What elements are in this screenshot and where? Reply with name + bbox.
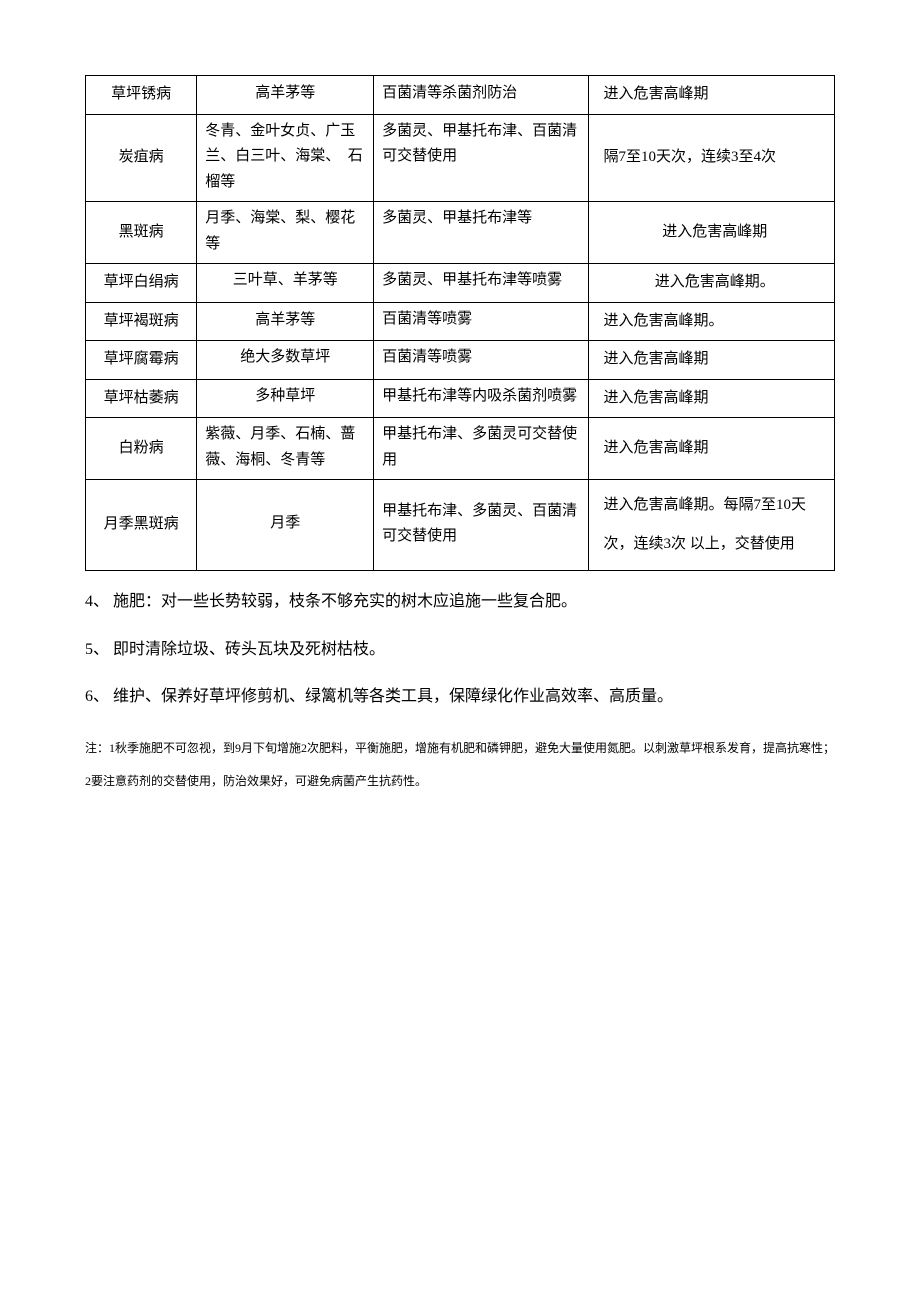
disease-name-cell: 草坪枯萎病 xyxy=(86,379,197,418)
remark-cell: 进入危害高峰期 xyxy=(589,202,835,264)
treatment-cell: 甲基托布津等内吸杀菌剂喷雾 xyxy=(374,379,589,418)
table-row: 草坪锈病高羊茅等百菌清等杀菌剂防治进入危害高峰期 xyxy=(86,76,835,115)
host-plant-cell: 三叶草、羊茅等 xyxy=(197,264,374,303)
remark-cell: 隔7至10天次，连续3至4次 xyxy=(589,114,835,202)
host-plant-cell: 紫薇、月季、石楠、蔷薇、海桐、冬青等 xyxy=(197,418,374,480)
footnote: 注：1秋季施肥不可忽视，到9月下旬增施2次肥料，平衡施肥，增施有机肥和磷钾肥，避… xyxy=(85,732,835,799)
paragraph-list: 4、 施肥：对一些长势较弱，枝条不够充实的树木应追施一些复合肥。 5、 即时清除垃… xyxy=(85,589,835,710)
disease-name-cell: 月季黑斑病 xyxy=(86,480,197,571)
remark-cell: 进入危害高峰期 xyxy=(589,418,835,480)
disease-name-cell: 草坪锈病 xyxy=(86,76,197,115)
host-plant-cell: 多种草坪 xyxy=(197,379,374,418)
host-plant-cell: 冬青、金叶女贞、广玉兰、白三叶、海棠、 石榴等 xyxy=(197,114,374,202)
host-plant-cell: 月季 xyxy=(197,480,374,571)
disease-name-cell: 草坪褐斑病 xyxy=(86,302,197,341)
treatment-cell: 甲基托布津、多菌灵可交替使用 xyxy=(374,418,589,480)
treatment-cell: 多菌灵、甲基托布津等喷雾 xyxy=(374,264,589,303)
disease-name-cell: 草坪腐霉病 xyxy=(86,341,197,380)
remark-cell: 进入危害高峰期 xyxy=(589,76,835,115)
table-row: 草坪枯萎病多种草坪甲基托布津等内吸杀菌剂喷雾进入危害高峰期 xyxy=(86,379,835,418)
disease-name-cell: 草坪白绢病 xyxy=(86,264,197,303)
table-row: 白粉病紫薇、月季、石楠、蔷薇、海桐、冬青等甲基托布津、多菌灵可交替使用进入危害高… xyxy=(86,418,835,480)
host-plant-cell: 月季、海棠、梨、樱花等 xyxy=(197,202,374,264)
host-plant-cell: 高羊茅等 xyxy=(197,76,374,115)
paragraph: 5、 即时清除垃圾、砖头瓦块及死树枯枝。 xyxy=(85,637,835,663)
table-row: 草坪腐霉病绝大多数草坪百菌清等喷雾进入危害高峰期 xyxy=(86,341,835,380)
paragraph: 4、 施肥：对一些长势较弱，枝条不够充实的树木应追施一些复合肥。 xyxy=(85,589,835,615)
disease-name-cell: 白粉病 xyxy=(86,418,197,480)
table-row: 草坪褐斑病高羊茅等百菌清等喷雾进入危害高峰期。 xyxy=(86,302,835,341)
table-row: 炭疽病冬青、金叶女贞、广玉兰、白三叶、海棠、 石榴等多菌灵、甲基托布津、百菌清可… xyxy=(86,114,835,202)
treatment-cell: 甲基托布津、多菌灵、百菌清可交替使用 xyxy=(374,480,589,571)
treatment-cell: 百菌清等喷雾 xyxy=(374,341,589,380)
host-plant-cell: 高羊茅等 xyxy=(197,302,374,341)
treatment-cell: 百菌清等杀菌剂防治 xyxy=(374,76,589,115)
remark-cell: 进入危害高峰期 xyxy=(589,341,835,380)
treatment-cell: 多菌灵、甲基托布津等 xyxy=(374,202,589,264)
table-row: 草坪白绢病三叶草、羊茅等多菌灵、甲基托布津等喷雾进入危害高峰期。 xyxy=(86,264,835,303)
remark-cell: 进入危害高峰期。 xyxy=(589,264,835,303)
remark-cell: 进入危害高峰期。每隔7至10天次，连续3次 以上，交替使用 xyxy=(589,480,835,571)
remark-cell: 进入危害高峰期。 xyxy=(589,302,835,341)
table-body: 草坪锈病高羊茅等百菌清等杀菌剂防治进入危害高峰期炭疽病冬青、金叶女贞、广玉兰、白… xyxy=(86,76,835,571)
host-plant-cell: 绝大多数草坪 xyxy=(197,341,374,380)
paragraph: 6、 维护、保养好草坪修剪机、绿篱机等各类工具，保障绿化作业高效率、高质量。 xyxy=(85,684,835,710)
table-row: 月季黑斑病月季甲基托布津、多菌灵、百菌清可交替使用进入危害高峰期。每隔7至10天… xyxy=(86,480,835,571)
treatment-cell: 多菌灵、甲基托布津、百菌清可交替使用 xyxy=(374,114,589,202)
disease-name-cell: 黑斑病 xyxy=(86,202,197,264)
disease-table: 草坪锈病高羊茅等百菌清等杀菌剂防治进入危害高峰期炭疽病冬青、金叶女贞、广玉兰、白… xyxy=(85,75,835,571)
treatment-cell: 百菌清等喷雾 xyxy=(374,302,589,341)
disease-name-cell: 炭疽病 xyxy=(86,114,197,202)
remark-cell: 进入危害高峰期 xyxy=(589,379,835,418)
table-row: 黑斑病月季、海棠、梨、樱花等多菌灵、甲基托布津等进入危害高峰期 xyxy=(86,202,835,264)
